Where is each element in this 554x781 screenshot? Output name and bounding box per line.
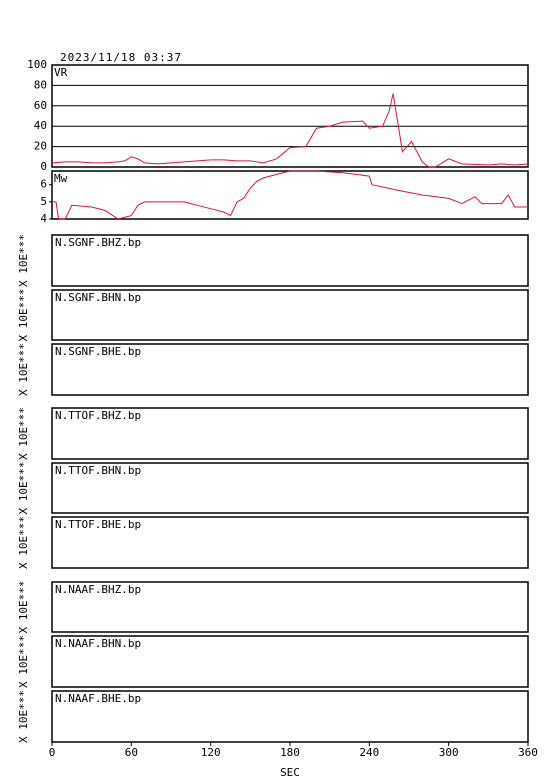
x-axis-label: SEC bbox=[280, 766, 300, 779]
y-axis-label: X 10E*** bbox=[17, 581, 30, 634]
trace-label: N.NAAF.BHE.bp bbox=[55, 692, 141, 705]
panel-frame bbox=[51, 289, 529, 341]
x-tick-label: 0 bbox=[49, 746, 56, 759]
y-tick-label: 100 bbox=[27, 58, 47, 71]
x-tick-label: 120 bbox=[201, 746, 221, 759]
panel-frame bbox=[51, 170, 529, 220]
y-axis-label: X 10E*** bbox=[17, 289, 30, 342]
y-tick-label: 20 bbox=[34, 140, 47, 153]
y-axis-label: X 10E*** bbox=[17, 343, 30, 396]
trace-label: N.NAAF.BHZ.bp bbox=[55, 583, 141, 596]
panel-frame bbox=[51, 635, 529, 688]
y-axis-label: Mw bbox=[54, 172, 68, 185]
x-tick-label: 180 bbox=[280, 746, 300, 759]
x-tick-label: 60 bbox=[125, 746, 138, 759]
panel-frame bbox=[51, 64, 529, 168]
trace-label: N.SGNF.BHE.bp bbox=[55, 345, 141, 358]
trace-label: N.SGNF.BHN.bp bbox=[55, 291, 141, 304]
panel-frame bbox=[51, 407, 529, 460]
panel-frame bbox=[51, 581, 529, 633]
y-tick-label: 60 bbox=[34, 99, 47, 112]
trace-label: N.TTOF.BHZ.bp bbox=[55, 409, 141, 422]
y-axis-label: X 10E*** bbox=[17, 407, 30, 460]
x-tick-label: 300 bbox=[439, 746, 459, 759]
y-axis-label: X 10E*** bbox=[17, 462, 30, 515]
chart-title: 2023/11/18 03:37 bbox=[60, 51, 182, 64]
y-axis-label: VR bbox=[54, 66, 68, 79]
line bbox=[52, 170, 528, 220]
x-tick-label: 240 bbox=[359, 746, 379, 759]
y-axis-label: X 10E*** bbox=[17, 234, 30, 287]
trace-label: N.SGNF.BHZ.bp bbox=[55, 236, 141, 249]
trace-label: N.TTOF.BHN.bp bbox=[55, 464, 141, 477]
panel-frame bbox=[51, 462, 529, 514]
y-tick-label: 6 bbox=[40, 178, 47, 191]
trace-label: N.TTOF.BHE.bp bbox=[55, 518, 141, 531]
panel-frame bbox=[51, 234, 529, 287]
y-tick-label: 5 bbox=[40, 195, 47, 208]
y-axis-label: X 10E*** bbox=[17, 635, 30, 688]
y-tick-label: 40 bbox=[34, 119, 47, 132]
y-tick-label: 80 bbox=[34, 78, 47, 91]
y-tick-label: 4 bbox=[40, 212, 47, 225]
panel-frame bbox=[51, 343, 529, 396]
y-axis-label: X 10E*** bbox=[17, 690, 30, 743]
y-axis-label: X 10E*** bbox=[17, 516, 30, 569]
y-tick-label: 0 bbox=[40, 160, 47, 173]
line bbox=[51, 93, 529, 168]
panel-frame bbox=[51, 516, 529, 569]
x-tick-label: 360 bbox=[518, 746, 538, 759]
trace-label: N.NAAF.BHN.bp bbox=[55, 637, 141, 650]
